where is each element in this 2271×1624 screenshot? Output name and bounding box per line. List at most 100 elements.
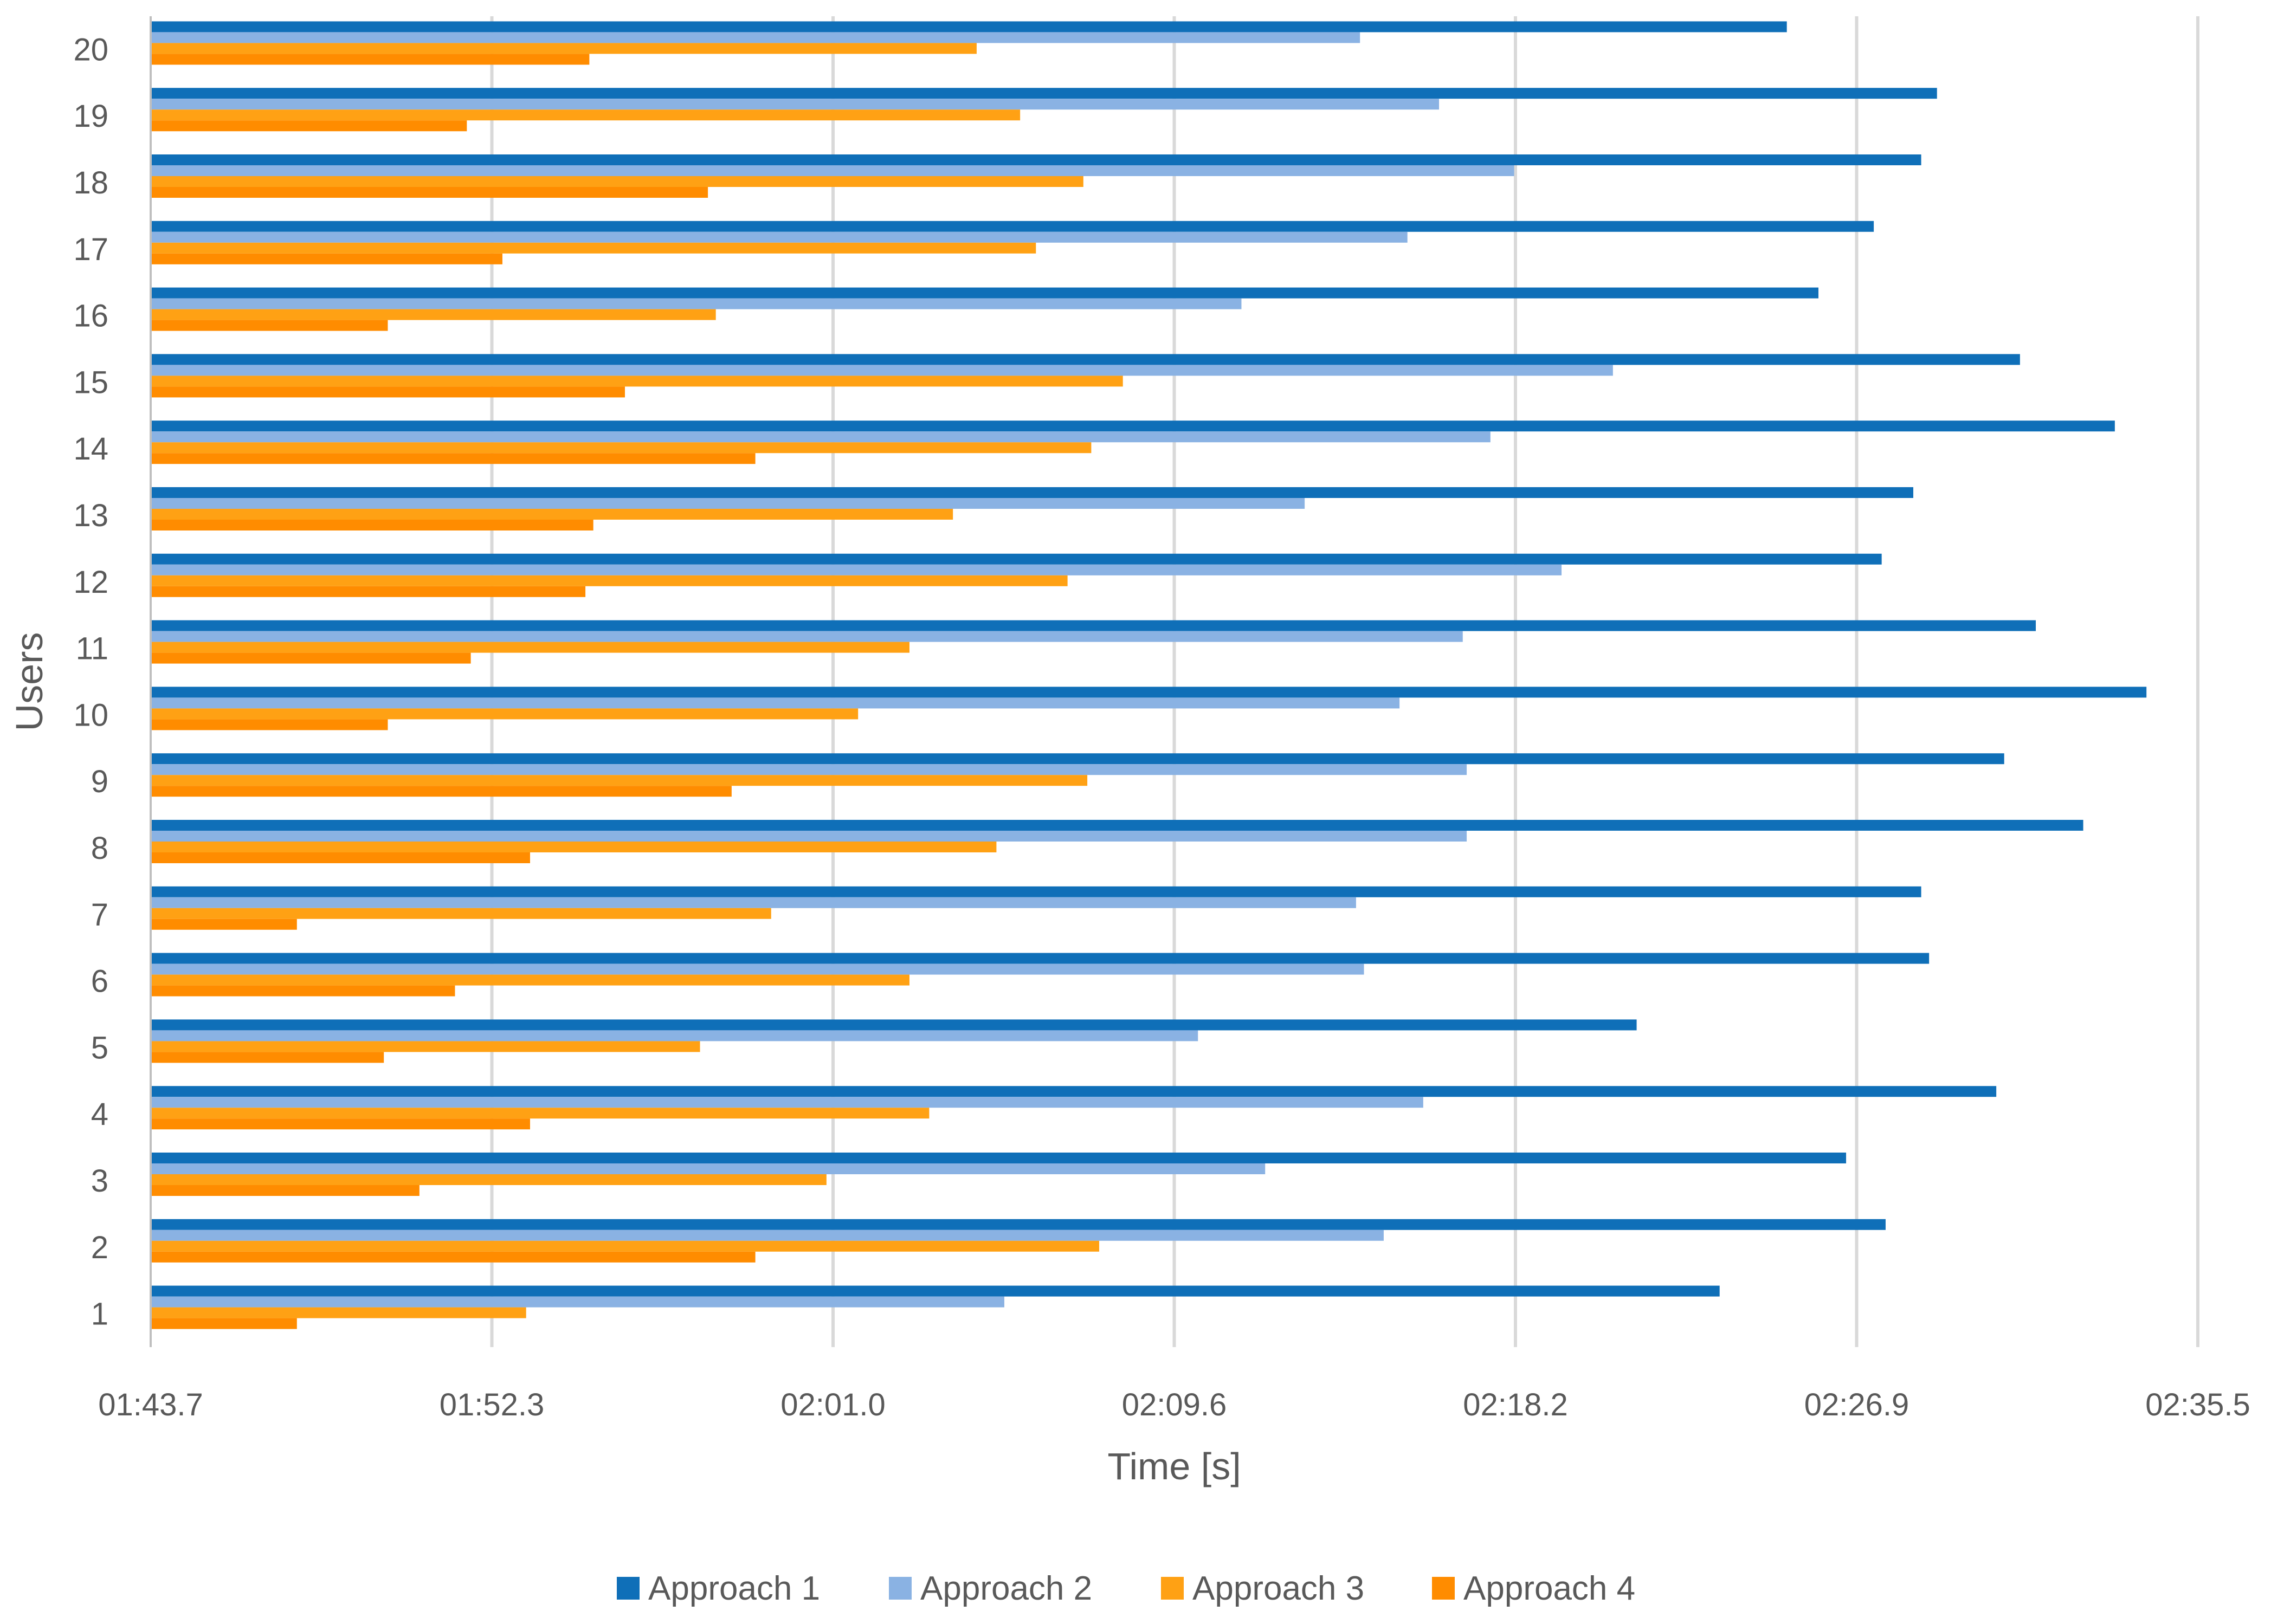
- bar-approach-3-user-13: [151, 509, 953, 520]
- y-tick-label: 14: [73, 431, 108, 467]
- y-axis-title: Users: [8, 632, 50, 732]
- bar-approach-4-user-18: [151, 187, 708, 198]
- bar-approach-1-user-20: [151, 21, 1787, 33]
- y-tick-label: 20: [73, 32, 108, 67]
- bar-approach-1-user-12: [151, 553, 1882, 565]
- bar-approach-2-user-13: [151, 498, 1305, 509]
- bar-approach-3-user-11: [151, 642, 909, 653]
- y-tick-label: 12: [73, 565, 108, 600]
- bar-approach-3-user-18: [151, 176, 1083, 187]
- bar-approach-1-user-3: [151, 1153, 1847, 1163]
- bar-approach-3-user-17: [151, 242, 1036, 254]
- x-tick-label: 02:09.6: [1122, 1387, 1227, 1422]
- bar-approach-4-user-4: [151, 1118, 530, 1130]
- bar-approach-3-user-9: [151, 775, 1088, 786]
- bar-approach-1-user-15: [151, 354, 2020, 365]
- bar-approach-4-user-8: [151, 852, 530, 863]
- bar-approach-1-user-18: [151, 154, 1921, 165]
- bar-approach-1-user-11: [151, 620, 2036, 631]
- bar-approach-2-user-2: [151, 1230, 1384, 1241]
- bar-approach-3-user-15: [151, 376, 1123, 387]
- bar-approach-2-user-18: [151, 165, 1514, 176]
- y-tick-label: 18: [73, 165, 108, 200]
- bar-approach-3-user-3: [151, 1174, 827, 1185]
- bar-approach-2-user-4: [151, 1097, 1423, 1108]
- bar-approach-2-user-5: [151, 1030, 1198, 1041]
- bar-approach-2-user-17: [151, 231, 1408, 243]
- bar-approach-1-user-16: [151, 287, 1819, 299]
- y-tick-label: 2: [91, 1230, 108, 1265]
- bar-approach-1-user-10: [151, 687, 2147, 698]
- bars: [151, 21, 2147, 1329]
- y-tick-label: 3: [91, 1163, 108, 1199]
- bar-approach-4-user-2: [151, 1251, 756, 1263]
- y-tick-label: 8: [91, 831, 108, 866]
- bar-approach-2-user-20: [151, 32, 1360, 43]
- bar-approach-2-user-10: [151, 697, 1400, 709]
- bar-approach-4-user-9: [151, 786, 732, 797]
- bar-approach-3-user-12: [151, 575, 1068, 586]
- bar-approach-3-user-2: [151, 1240, 1099, 1252]
- bar-approach-3-user-7: [151, 908, 771, 919]
- y-tick-label: 11: [76, 631, 108, 667]
- x-tick-label: 02:35.5: [2145, 1387, 2250, 1422]
- bar-approach-2-user-7: [151, 897, 1356, 908]
- bar-approach-4-user-13: [151, 520, 593, 530]
- legend-label: Approach 2: [920, 1570, 1092, 1607]
- bar-approach-4-user-19: [151, 120, 467, 132]
- bar-approach-3-user-1: [151, 1307, 526, 1318]
- bar-approach-1-user-9: [151, 753, 2004, 765]
- bar-approach-3-user-6: [151, 974, 909, 986]
- bar-approach-1-user-13: [151, 487, 1914, 498]
- y-tick-label: 13: [73, 498, 108, 533]
- bar-approach-2-user-6: [151, 963, 1364, 975]
- legend: Approach 1 Approach 2 Approach 3 Approach 4: [617, 1570, 1635, 1607]
- bar-approach-3-user-20: [151, 43, 977, 54]
- bar-approach-4-user-5: [151, 1052, 384, 1063]
- bar-approach-3-user-5: [151, 1041, 700, 1052]
- bar-approach-4-user-17: [151, 253, 502, 264]
- bar-approach-4-user-6: [151, 985, 455, 997]
- y-tick-label: 7: [91, 897, 108, 933]
- x-axis-title: Time [s]: [1107, 1445, 1241, 1487]
- bar-approach-3-user-19: [151, 109, 1021, 121]
- bar-approach-4-user-20: [151, 54, 590, 65]
- legend-swatch: [617, 1577, 640, 1600]
- bar-approach-1-user-19: [151, 88, 1937, 99]
- y-tick-label: 15: [73, 365, 108, 400]
- bar-approach-2-user-3: [151, 1163, 1266, 1174]
- bar-approach-1-user-2: [151, 1219, 1886, 1230]
- y-tick-label: 9: [91, 764, 108, 799]
- gridlines: [490, 16, 2199, 1347]
- bar-approach-2-user-15: [151, 365, 1613, 376]
- legend-swatch: [889, 1577, 912, 1600]
- y-tick-label: 6: [91, 964, 108, 999]
- x-tick-label: 01:43.7: [98, 1387, 203, 1422]
- bar-approach-3-user-16: [151, 309, 716, 320]
- bar-approach-4-user-16: [151, 320, 388, 331]
- bar-approach-2-user-8: [151, 831, 1467, 842]
- y-tick-label: 5: [91, 1030, 108, 1065]
- legend-label: Approach 4: [1463, 1570, 1635, 1607]
- bar-approach-2-user-12: [151, 564, 1562, 575]
- bar-approach-4-user-1: [151, 1318, 297, 1329]
- bar-approach-1-user-17: [151, 221, 1874, 232]
- bar-approach-2-user-14: [151, 431, 1491, 443]
- legend-swatch: [1161, 1577, 1184, 1600]
- bar-approach-2-user-19: [151, 99, 1440, 110]
- bar-approach-4-user-10: [151, 719, 388, 730]
- y-tick-label: 17: [73, 232, 108, 267]
- bar-approach-4-user-3: [151, 1185, 420, 1196]
- bar-approach-4-user-12: [151, 586, 586, 597]
- bar-approach-3-user-10: [151, 708, 859, 720]
- y-tick-label: 1: [91, 1297, 108, 1332]
- bar-approach-1-user-5: [151, 1019, 1637, 1031]
- x-tick-label: 02:26.9: [1804, 1387, 1909, 1422]
- bar-approach-1-user-1: [151, 1285, 1720, 1297]
- legend-label: Approach 3: [1192, 1570, 1364, 1607]
- bar-approach-1-user-4: [151, 1086, 1997, 1097]
- bar-approach-2-user-9: [151, 764, 1467, 775]
- bar-approach-1-user-6: [151, 953, 1930, 964]
- y-tick-label: 16: [73, 299, 108, 334]
- x-tick-label: 01:52.3: [440, 1387, 545, 1422]
